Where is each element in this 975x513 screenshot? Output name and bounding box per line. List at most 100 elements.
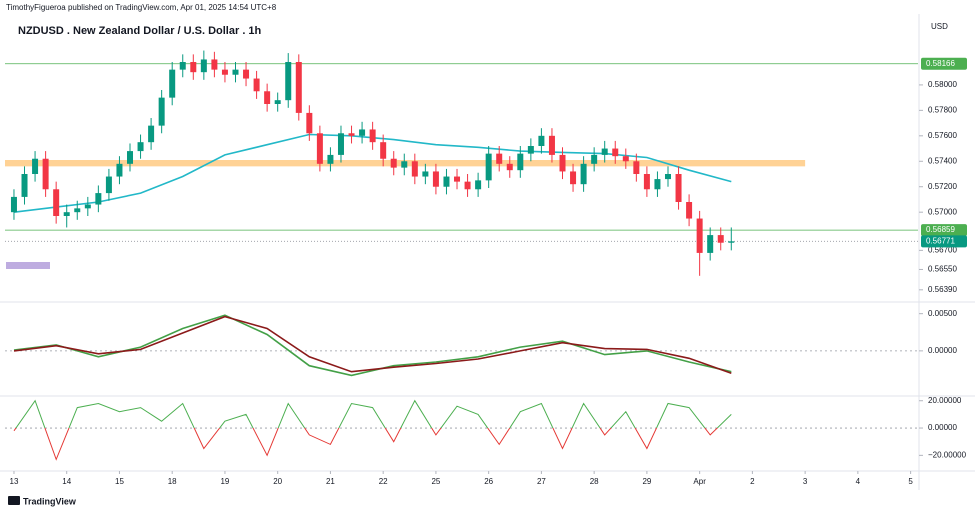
- candle-body: [253, 78, 260, 92]
- candle-body: [454, 176, 461, 182]
- x-tick-label: Apr: [693, 477, 706, 486]
- candle-body: [63, 212, 70, 216]
- x-tick-label: 19: [220, 477, 229, 486]
- x-tick-label: 18: [168, 477, 177, 486]
- candle-body: [643, 174, 650, 190]
- candle-body: [612, 148, 619, 157]
- candle-body: [654, 179, 661, 190]
- candle-body: [179, 62, 186, 70]
- chart-title: NZDUSD . New Zealand Dollar / U.S. Dolla…: [18, 25, 262, 37]
- oscillator-line: [13, 315, 732, 374]
- candle-body: [42, 158, 49, 190]
- price-badge: [921, 235, 967, 248]
- price-badge-label: 0.58166: [926, 59, 955, 68]
- x-tick-label: 2: [750, 477, 755, 486]
- candle-body: [717, 235, 724, 243]
- footer-logo: TradingView: [23, 496, 77, 506]
- candle-body: [411, 161, 418, 177]
- candle-body: [580, 163, 587, 185]
- price-badge-label: 0.56771: [926, 236, 955, 245]
- x-tick-label: 21: [326, 477, 335, 486]
- y-tick-label: 0.57000: [928, 207, 957, 216]
- x-tick-label: 28: [590, 477, 599, 486]
- candle-body: [264, 91, 271, 104]
- candle-body: [485, 153, 492, 181]
- x-tick-label: 29: [642, 477, 651, 486]
- candle-body: [327, 154, 334, 164]
- candle-body: [401, 161, 408, 168]
- candle-body: [348, 133, 355, 136]
- oscillator-line-positive: [15, 399, 732, 429]
- oscillator-line: [13, 314, 732, 377]
- y-tick-label: 0.57400: [928, 156, 957, 165]
- candle-body: [295, 62, 302, 113]
- y-tick-label: 0.56550: [928, 265, 957, 274]
- candle-body: [84, 204, 91, 209]
- candle-body: [506, 163, 513, 171]
- candle-body: [105, 176, 112, 194]
- candle-body: [570, 171, 577, 185]
- candle-body: [559, 154, 566, 172]
- x-tick-label: 22: [379, 477, 388, 486]
- y-tick-label: 0.00500: [928, 309, 957, 318]
- candle-body: [211, 59, 218, 70]
- candle-body: [232, 69, 239, 75]
- candle-body: [10, 196, 17, 213]
- y-tick-label: −20.00000: [928, 450, 967, 459]
- candle-body: [306, 112, 313, 134]
- candle-body: [422, 171, 429, 177]
- logo-icon: [8, 496, 20, 505]
- candle-body: [728, 241, 735, 243]
- candle-body: [21, 174, 28, 197]
- candle-body: [74, 208, 81, 213]
- y-tick-label: 0.58000: [928, 80, 957, 89]
- candle-body: [190, 62, 197, 73]
- candle-body: [369, 129, 376, 143]
- candle-body: [443, 176, 450, 187]
- candle-body: [538, 135, 545, 146]
- candle-body: [622, 156, 629, 162]
- x-tick-label: 13: [10, 477, 19, 486]
- candle-body: [475, 180, 482, 190]
- candle-body: [633, 161, 640, 174]
- x-tick-label: 3: [803, 477, 808, 486]
- candle-body: [390, 158, 397, 168]
- candle-body: [32, 158, 39, 174]
- y-tick-label: 0.56390: [928, 285, 957, 294]
- drawing-box: [6, 262, 50, 269]
- x-tick-label: 27: [537, 477, 546, 486]
- x-tick-label: 15: [115, 477, 124, 486]
- candle-body: [591, 154, 598, 164]
- currency: USD: [931, 22, 948, 31]
- y-tick-label: 0.00000: [928, 346, 957, 355]
- candle-body: [664, 174, 671, 180]
- candle-body: [243, 69, 250, 79]
- candle-body: [95, 193, 102, 205]
- candle-body: [496, 153, 503, 164]
- candle-body: [675, 174, 682, 202]
- candle-body: [53, 189, 60, 216]
- candle-body: [464, 181, 471, 190]
- candle-body: [116, 163, 123, 177]
- candle-body: [221, 69, 228, 75]
- candle-body: [158, 97, 165, 126]
- candle-body: [696, 218, 703, 253]
- candle-body: [137, 142, 144, 152]
- candle-body: [127, 151, 134, 164]
- candle-body: [285, 62, 292, 101]
- candle-body: [316, 133, 323, 164]
- candle-body: [169, 69, 176, 98]
- candle-body: [274, 100, 281, 104]
- x-tick-label: 5: [908, 477, 913, 486]
- y-tick-label: 0.56700: [928, 245, 957, 254]
- candle-body: [548, 135, 555, 155]
- x-tick-label: 4: [856, 477, 861, 486]
- y-tick-label: 0.57800: [928, 105, 957, 114]
- candle-body: [601, 148, 608, 155]
- candle-body: [432, 171, 439, 187]
- candle-body: [337, 133, 344, 155]
- x-tick-label: 25: [431, 477, 440, 486]
